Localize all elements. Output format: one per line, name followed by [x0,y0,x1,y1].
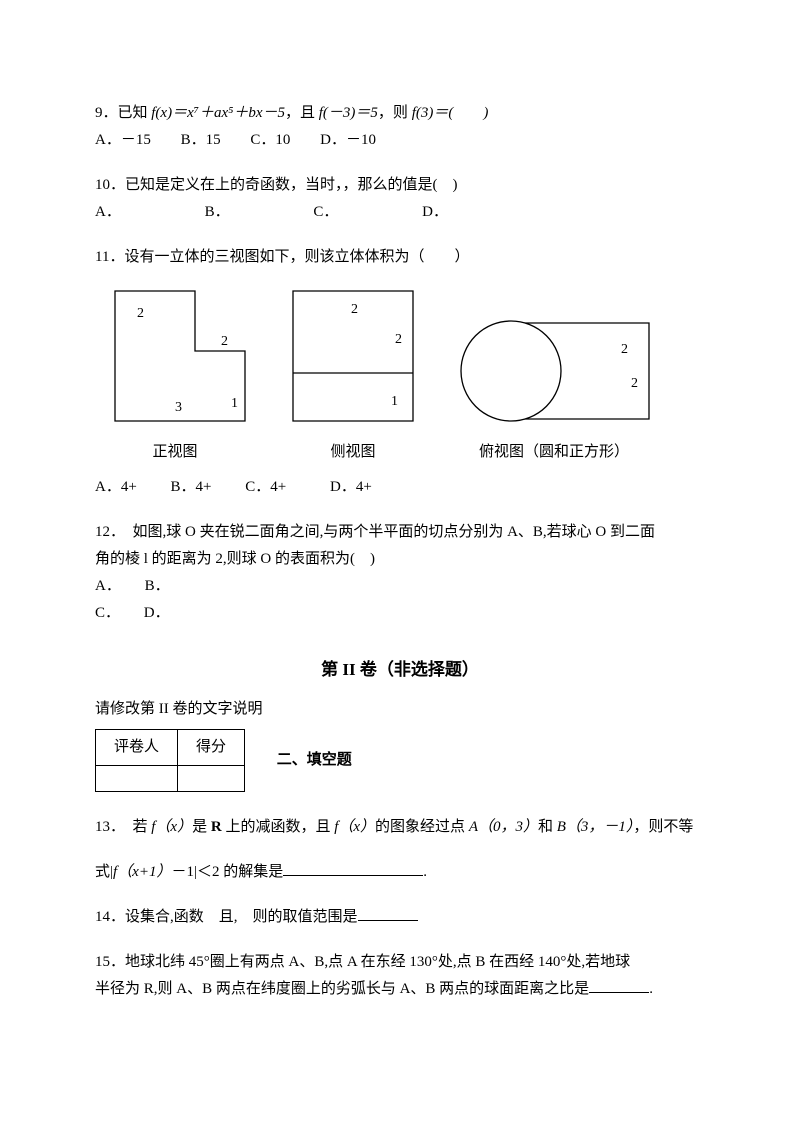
question-15: 15．地球北纬 45°圈上有两点 A、B,点 A 在东经 130°处,点 B 在… [95,949,705,1003]
q13-line2: 式|f（x+1）－1|＜2 的解集是. [95,859,705,886]
score-h1: 评卷人 [96,729,178,765]
q11-opt-d: D．4+ [330,474,372,501]
q15-l2pre: 半径为 R,则 A、B 两点在纬度圈上的劣弧长与 A、B 两点的球面距离之比是 [95,981,589,997]
q9-opt-c: C．10 [250,127,290,154]
top-num-b: 2 [631,376,638,391]
q11-opt-c: C．4+ [245,474,286,501]
q12-line2: 角的棱 l 的距离为 2,则球 O 的表面积为( ) [95,546,705,573]
top-view-svg: 2 2 [451,311,657,431]
q11-views: 2 2 3 1 正视图 2 2 1 侧视图 2 2 [95,281,705,466]
q12-opt-c: C． [95,600,120,627]
score-row: 评卷人 得分 二、填空题 [95,729,705,792]
section-2-title: 第 II 卷（非选择题） [95,655,705,686]
q12-opt-a: A． [95,573,121,600]
q9-options: A．－15 B．15 C．10 D．－10 [95,127,705,154]
score-table: 评卷人 得分 [95,729,245,792]
q9-f3eq: f(3)＝( ) [412,105,489,121]
q12-opt-d: D． [144,600,170,627]
q13-fx2: f（x） [334,819,375,835]
top-circle [461,321,561,421]
q12-opt-b: B． [145,573,170,600]
score-cell-2 [178,765,245,791]
q9-opt-a: A．－15 [95,127,151,154]
top-view-label: 俯视图（圆和正方形） [479,439,629,466]
question-9: 9．已知 f(x)＝x⁷＋ax⁵＋bx－5，且 f(－3)＝5，则 f(3)＝(… [95,100,705,154]
question-12: 12． 如图,球 O 夹在锐二面角之间,与两个半平面的切点分别为 A、B,若球心… [95,519,705,627]
score-header-row: 评卷人 得分 [96,729,245,765]
q10-opt-a: A． [95,199,121,226]
q10-text: 10．已知是定义在上的奇函数，当时，，那么的值是( ) [95,172,705,199]
section-2-instr: 请修改第 II 卷的文字说明 [95,696,705,723]
top-view-block: 2 2 俯视图（圆和正方形） [451,311,657,466]
q15-blank [589,979,649,993]
q13-blank [283,862,423,876]
q12-options-row1: A． B． [95,573,705,600]
side-num-a: 2 [351,302,358,317]
side-view-block: 2 2 1 侧视图 [283,281,423,466]
section-sub-title: 二、填空题 [277,747,352,774]
q13-mid3: 的图象经过点 [375,819,469,835]
q13-fx1: f（x+1） [113,864,171,880]
q13-line1: 13． 若 f（x）是 R 上的减函数，且 f（x）的图象经过点 A（0，3）和… [95,814,705,841]
q13-tail: ，则不等 [633,819,693,835]
q10-options: A． B． C． D． [95,199,705,226]
q9-tail: ，则 [378,105,412,121]
question-13: 13． 若 f（x）是 R 上的减函数，且 f（x）的图象经过点 A（0，3）和… [95,814,705,886]
side-num-c: 1 [391,394,398,409]
front-view-svg: 2 2 3 1 [95,281,255,431]
q12-line1: 12． 如图,球 O 夹在锐二面角之间,与两个半平面的切点分别为 A、B,若球心… [95,519,705,546]
q13-dot: . [423,864,427,880]
question-14: 14．设集合,函数 且, 则的取值范围是 [95,904,705,931]
front-num-b: 2 [221,334,228,349]
score-value-row [96,765,245,791]
q10-opt-d: D． [422,199,448,226]
q9-mid: ，且 [285,105,319,121]
side-view-label: 侧视图 [330,439,375,466]
q14-blank [358,907,418,921]
q13-mid1: 是 [192,819,211,835]
q9-f3: f(－3)＝5 [319,105,378,121]
q9-text: 9．已知 f(x)＝x⁷＋ax⁵＋bx－5，且 f(－3)＝5，则 f(3)＝(… [95,100,705,127]
q13-pre: 13． 若 [95,819,151,835]
front-num-a: 2 [137,306,144,321]
question-11: 11．设有一立体的三视图如下，则该立体体积为（ ） 2 2 3 1 正视图 2 … [95,244,705,501]
q13-B: B（3，－1） [557,819,634,835]
q11-opt-b: B．4+ [171,474,212,501]
q13-R: R [211,819,222,835]
q11-opt-a: A．4+ [95,474,137,501]
q13-l2pre: 式| [95,864,113,880]
q15-line2: 半径为 R,则 A、B 两点在纬度圈上的劣弧长与 A、B 两点的球面距离之比是. [95,976,705,1003]
q11-options: A．4+ B．4+ C．4+ D．4+ [95,474,705,501]
q11-text: 11．设有一立体的三视图如下，则该立体体积为（ ） [95,244,705,271]
score-h2: 得分 [178,729,245,765]
q13-mid2: 上的减函数，且 [222,819,335,835]
question-10: 10．已知是定义在上的奇函数，当时，，那么的值是( ) A． B． C． D． [95,172,705,226]
top-num-a: 2 [621,342,628,357]
q15-line1: 15．地球北纬 45°圈上有两点 A、B,点 A 在东经 130°处,点 B 在… [95,949,705,976]
score-cell-1 [96,765,178,791]
q14-text: 14．设集合,函数 且, 则的取值范围是 [95,909,358,925]
side-view-svg: 2 2 1 [283,281,423,431]
side-num-b: 2 [395,332,402,347]
q9-pre: 9．已知 [95,105,151,121]
front-view-label: 正视图 [152,439,197,466]
q10-opt-c: C． [313,199,338,226]
q13-fx: f（x） [151,819,192,835]
q9-opt-b: B．15 [181,127,221,154]
front-view-block: 2 2 3 1 正视图 [95,281,255,466]
q13-A: A（0，3） [469,819,538,835]
q15-dot: . [649,981,653,997]
front-num-d: 1 [231,396,238,411]
q12-options-row2: C． D． [95,600,705,627]
q13-l2mid: －1|＜2 的解集是 [171,864,283,880]
q9-opt-d: D．－10 [320,127,376,154]
front-num-c: 3 [175,400,182,415]
q13-and: 和 [538,819,557,835]
q9-fx: f(x)＝x⁷＋ax⁵＋bx－5 [151,105,285,121]
q10-opt-b: B． [205,199,230,226]
